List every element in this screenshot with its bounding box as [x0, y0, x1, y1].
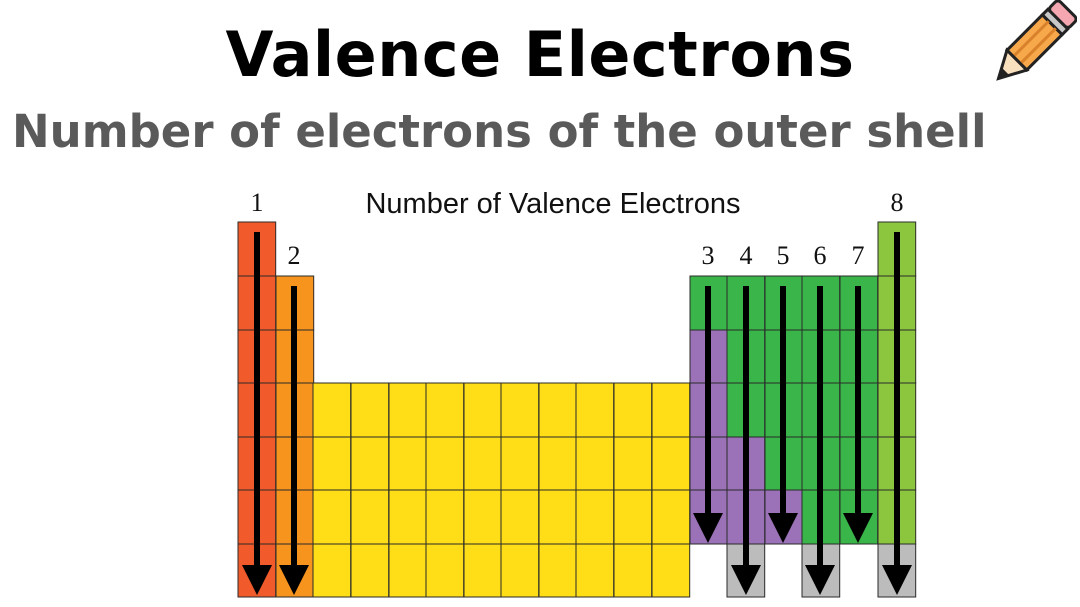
pencil-icon	[996, 0, 1077, 81]
table-cell	[463, 489, 503, 545]
table-cell	[500, 436, 540, 491]
table-cell	[312, 543, 352, 598]
table-cell	[425, 489, 465, 545]
periodic-table-cells	[237, 221, 917, 598]
table-cell	[312, 436, 352, 491]
diagram-title: Number of Valence Electrons	[365, 188, 740, 220]
table-cell	[312, 489, 352, 545]
table-cell	[350, 436, 390, 491]
group-arrow	[693, 286, 723, 543]
table-cell	[388, 436, 428, 491]
table-cell	[463, 543, 503, 598]
group-label-6: 6	[814, 241, 827, 270]
table-cell	[350, 489, 390, 545]
group-arrow	[843, 286, 873, 543]
table-cell	[651, 436, 691, 491]
group-arrow	[768, 286, 798, 543]
table-cell	[500, 543, 540, 598]
group-label-5: 5	[777, 241, 790, 270]
table-cell	[575, 436, 615, 491]
table-cell	[312, 382, 352, 438]
table-cell	[500, 489, 540, 545]
table-cell	[538, 436, 578, 491]
table-cell	[651, 543, 691, 598]
table-cell	[575, 489, 615, 545]
table-cell	[388, 489, 428, 545]
table-cell	[500, 382, 540, 438]
table-cell	[613, 543, 653, 598]
table-cell	[651, 382, 691, 438]
table-cell	[425, 543, 465, 598]
group-label-4: 4	[740, 241, 753, 270]
table-cell	[388, 382, 428, 438]
table-cell	[613, 489, 653, 545]
group-arrow	[731, 286, 761, 595]
table-cell	[613, 382, 653, 438]
table-cell	[425, 382, 465, 438]
group-label-2: 2	[288, 241, 301, 270]
group-arrow	[882, 232, 912, 595]
page-title: Valence Electrons	[225, 18, 855, 91]
table-cell	[538, 489, 578, 545]
group-arrow	[805, 286, 835, 595]
table-cell	[538, 543, 578, 598]
page-subtitle: Number of electrons of the outer shell	[12, 105, 987, 158]
group-label-7: 7	[852, 241, 865, 270]
group-arrow	[279, 286, 309, 595]
table-cell	[388, 543, 428, 598]
table-cell	[575, 543, 615, 598]
table-cell	[463, 436, 503, 491]
table-cell	[463, 382, 503, 438]
group-label-8: 8	[891, 188, 904, 217]
table-cell	[350, 543, 390, 598]
table-cell	[425, 436, 465, 491]
group-labels: 12 3 4 5 6 78	[251, 188, 904, 270]
table-cell	[350, 382, 390, 438]
group-arrow	[242, 232, 272, 595]
group-arrows	[242, 232, 912, 595]
table-cell	[651, 489, 691, 545]
table-cell	[613, 436, 653, 491]
group-label-3: 3	[702, 241, 715, 270]
group-label-1: 1	[251, 188, 264, 217]
table-cell	[575, 382, 615, 438]
table-cell	[538, 382, 578, 438]
